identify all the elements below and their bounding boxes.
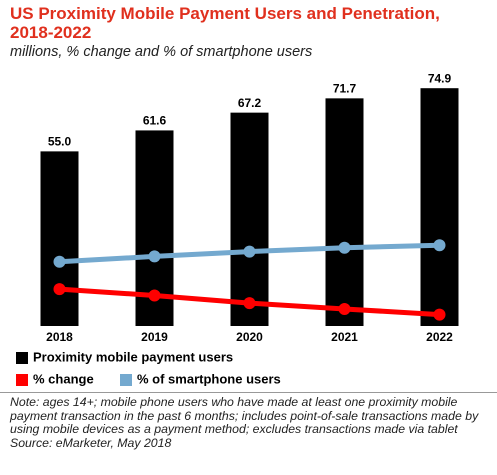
data-label: 9.0% (236, 280, 264, 294)
bar (420, 88, 459, 326)
chart-subtitle: millions, % change and % of smartphone u… (10, 44, 313, 60)
bar (325, 98, 364, 326)
data-label: 31.8% (422, 222, 456, 236)
point (148, 289, 161, 302)
data-label: 55.0 (48, 135, 72, 149)
data-label: 30.8% (327, 225, 361, 239)
legend-swatch (16, 374, 28, 386)
x-tick-label: 2019 (141, 330, 168, 344)
chart: 2018 2019 2020 2021 2022 55.0 61.6 67.2 71.7 74.9… (16, 71, 459, 386)
legend-label: % change (33, 371, 94, 386)
point (148, 250, 161, 263)
point (338, 302, 351, 315)
note: Note: ages 14+; mobile phone users who h… (10, 395, 479, 436)
footnote-box: Note: ages 14+; mobile phone users who h… (0, 392, 497, 450)
data-label: 29.3% (232, 229, 266, 243)
data-label: 6.7% (331, 286, 359, 300)
x-tick-label: 2018 (46, 330, 73, 344)
x-tick-label: 2021 (331, 330, 358, 344)
point (433, 239, 446, 252)
point (338, 241, 351, 254)
data-label: 74.9 (428, 71, 452, 85)
legend-swatch (120, 374, 132, 386)
point (243, 245, 256, 258)
data-label: 12.0% (137, 273, 171, 287)
data-label: 4.5% (426, 292, 454, 306)
data-label: 61.6 (143, 114, 167, 128)
data-label: 25.3% (42, 239, 76, 253)
legend-label: Proximity mobile payment users (33, 349, 233, 364)
point (243, 297, 256, 310)
legend-label: % of smartphone users (137, 371, 281, 386)
chart-title: US Proximity Mobile Payment Users and Pe… (10, 4, 440, 42)
point (53, 255, 66, 268)
x-tick-label: 2020 (236, 330, 263, 344)
bar (230, 112, 269, 326)
data-label: 67.2 (238, 96, 262, 110)
data-label: 14.5% (42, 296, 76, 310)
data-label: 27.4% (137, 234, 171, 248)
point (433, 308, 446, 321)
bar (40, 151, 79, 326)
legend-swatch (16, 352, 28, 364)
x-tick-label: 2022 (426, 330, 453, 344)
point (53, 283, 66, 296)
source: Source: eMarketer, May 2018 (10, 435, 172, 450)
data-label: 71.7 (333, 82, 357, 96)
